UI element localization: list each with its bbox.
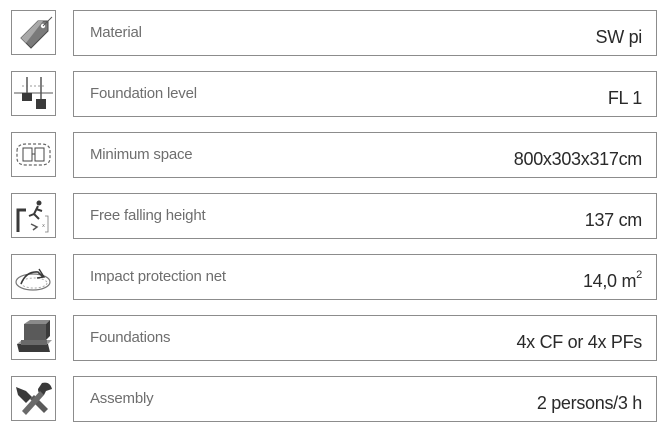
spec-row-impact-protection: Impact protection net 14,0 m2	[0, 254, 659, 300]
spec-field-impact-protection: Impact protection net 14,0 m2	[73, 254, 657, 300]
spec-value: 800x303x317cm	[513, 149, 643, 169]
minimum-space-icon	[11, 132, 56, 177]
svg-text:x: x	[42, 223, 45, 229]
free-falling-height-icon: x	[11, 193, 56, 238]
spec-row-material: Material SW pi	[0, 10, 659, 56]
spec-value: FL 1	[607, 88, 642, 108]
spec-row-free-falling-height: x Free falling height 137 cm	[0, 193, 659, 239]
spec-label: Assembly	[90, 390, 154, 407]
spec-label: Free falling height	[90, 207, 206, 224]
spec-label: Impact protection net	[90, 268, 226, 285]
impact-protection-icon	[11, 254, 56, 299]
spec-field-foundation-level: Foundation level FL 1	[73, 71, 657, 117]
spec-value: 14,0 m2	[582, 269, 642, 291]
spec-row-minimum-space: Minimum space 800x303x317cm	[0, 132, 659, 178]
spec-field-minimum-space: Minimum space 800x303x317cm	[73, 132, 657, 178]
spec-label: Foundations	[90, 329, 171, 346]
spec-row-foundations: Foundations 4x CF or 4x PFs	[0, 315, 659, 361]
spec-label: Minimum space	[90, 146, 193, 163]
spec-value: 4x CF or 4x PFs	[516, 332, 642, 352]
price-tag-icon	[11, 10, 56, 55]
spec-label: Foundation level	[90, 85, 197, 102]
spec-row-assembly: Assembly 2 persons/3 h	[0, 376, 659, 422]
spec-field-foundations: Foundations 4x CF or 4x PFs	[73, 315, 657, 361]
spec-value: 2 persons/3 h	[536, 393, 642, 413]
spec-label: Material	[90, 24, 142, 41]
spec-field-free-falling-height: Free falling height 137 cm	[73, 193, 657, 239]
spec-field-assembly: Assembly 2 persons/3 h	[73, 376, 657, 422]
foundations-icon	[11, 315, 56, 360]
spec-value: SW pi	[595, 27, 642, 47]
foundation-level-icon	[11, 71, 56, 116]
spec-field-material: Material SW pi	[73, 10, 657, 56]
spec-row-foundation-level: Foundation level FL 1	[0, 71, 659, 117]
spec-value: 137 cm	[584, 210, 643, 230]
assembly-tools-icon	[11, 376, 56, 421]
